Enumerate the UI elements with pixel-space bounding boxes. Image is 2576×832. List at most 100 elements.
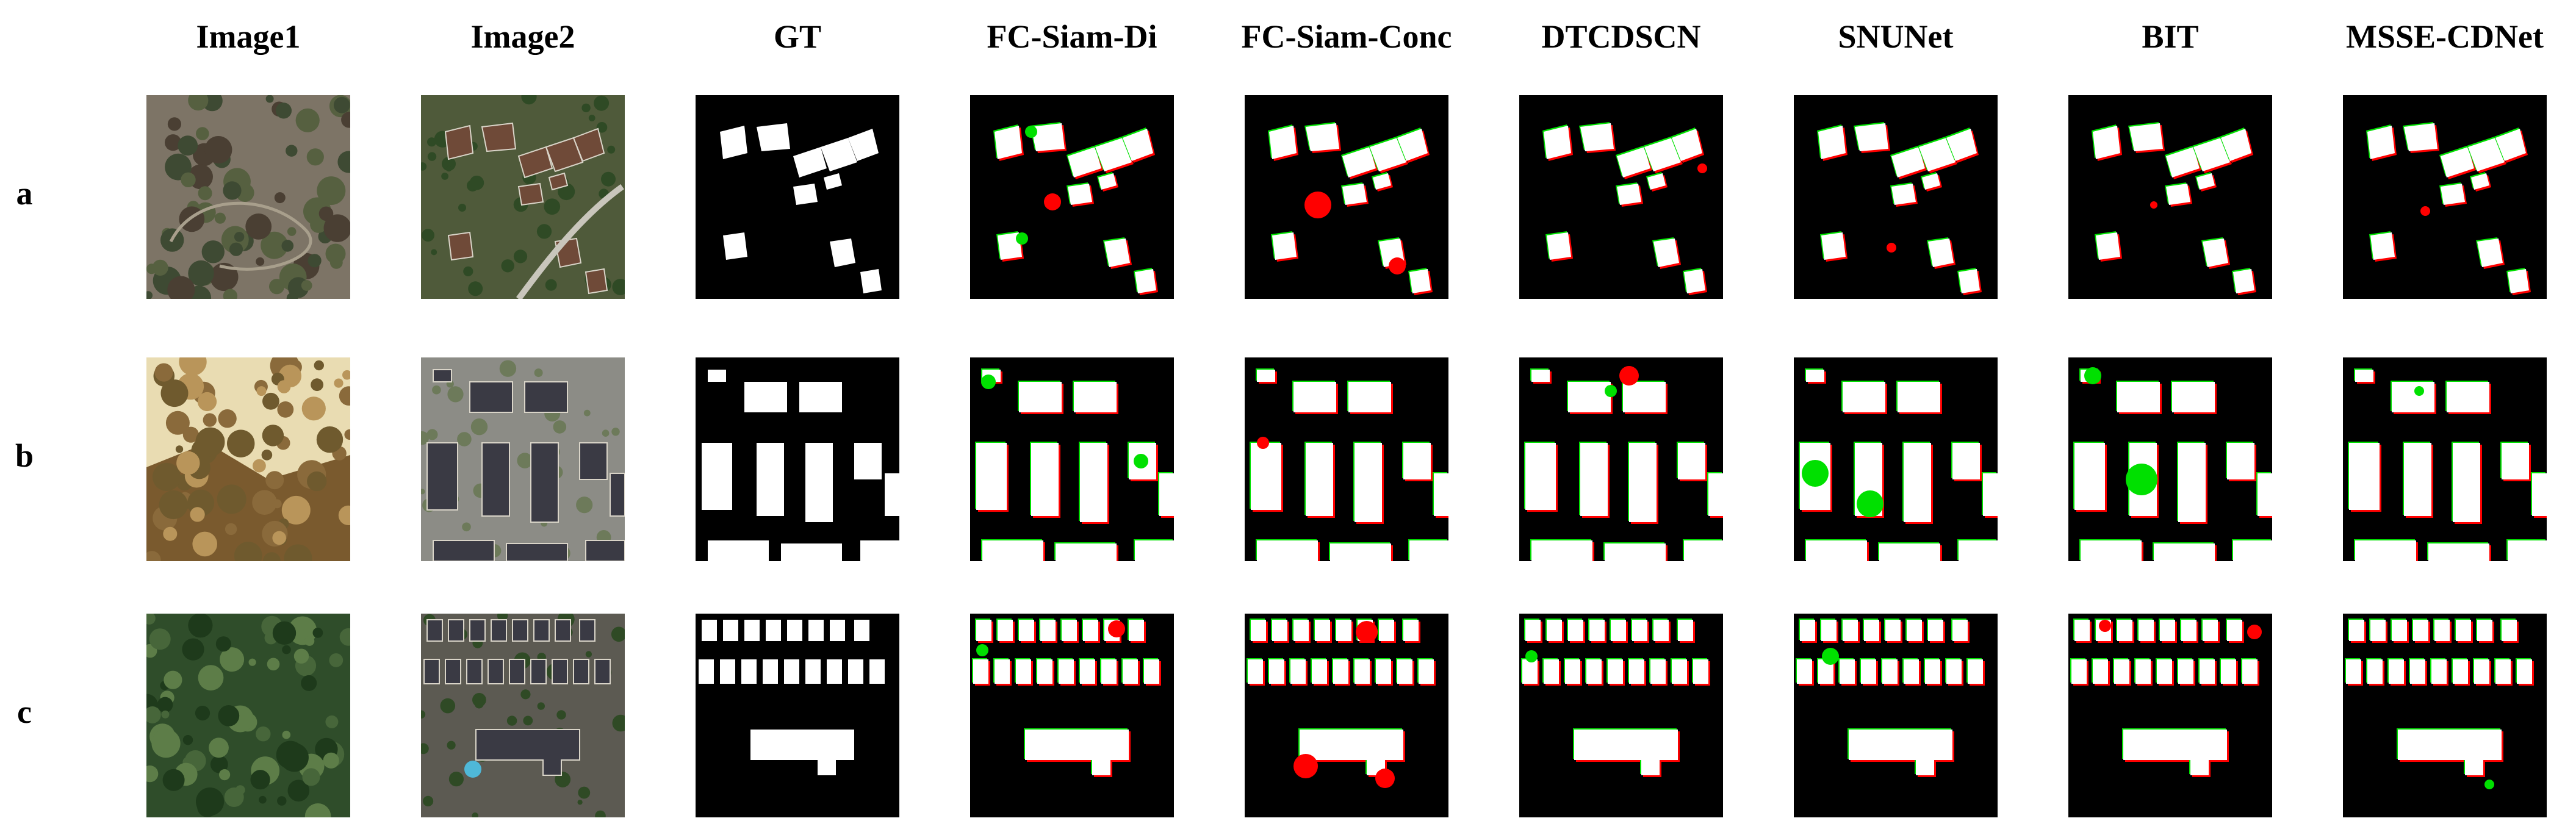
panel-b-fc-siam-di [970,357,1174,561]
tree-canopy [441,173,448,180]
photo-before-image [146,95,350,299]
panel-a-snunet [1794,95,1998,299]
rooftop [448,619,464,642]
rooftop [533,619,550,642]
true-positive-region [2367,659,2383,684]
true-positive-region [1891,147,1925,178]
true-positive-region [1672,129,1702,161]
vegetation-patch [151,729,181,758]
true-positive-region [1306,443,1333,516]
tree-canopy [457,432,472,446]
tree-canopy [506,715,517,726]
true-positive-region [2139,620,2154,641]
vegetation-patch [311,378,323,392]
vegetation-patch [274,192,286,204]
true-positive-region [2355,540,2416,561]
tree-canopy [501,259,514,273]
rooftop [475,729,580,776]
vegetation-patch [198,186,212,201]
vegetation-patch [146,765,159,783]
true-positive-region [2166,184,2190,205]
true-positive-region [1370,138,1406,171]
true-positive-region [1568,382,1611,412]
vegetation-patch [256,386,267,396]
vegetation-patch [339,386,350,406]
rooftop [517,182,544,206]
prediction-mask-image [1245,614,1448,817]
true-positive-region [1062,620,1077,641]
vegetation-patch [277,796,287,806]
panel-b-bit [2068,357,2272,561]
true-positive-region [1843,620,1858,641]
true-positive-region [1056,543,1117,561]
column-header-gt: GT [773,18,822,55]
true-positive-region [2203,238,2228,267]
true-positive-region [1409,269,1431,293]
true-positive-region [1531,370,1550,382]
ground-truth-mask-image [696,357,899,561]
true-positive-region [1348,382,1391,412]
rooftop [506,543,568,561]
road [516,184,624,299]
prediction-mask-image [2343,614,2547,817]
vegetation-patch [164,670,182,689]
true-positive-region [1919,138,1955,171]
tree-canopy [472,812,478,817]
vegetation-patch [262,552,281,561]
false-positive-blob [2150,201,2157,209]
vegetation-patch [281,495,311,525]
true-positive-region [1159,473,1174,516]
vegetation-patch [286,292,298,299]
vegetation-patch [159,490,188,520]
vegetation-patch [198,665,224,690]
vegetation-patch [214,212,226,224]
true-positive-region [1946,129,1977,161]
vegetation-patch [304,636,315,646]
vegetation-patch [248,658,256,666]
true-positive-region [1605,543,1666,561]
vegetation-patch [261,231,288,259]
vegetation-patch [329,653,344,667]
column-header-bit: BIT [2142,18,2199,55]
row-label-a: a [16,175,33,212]
rooftop [552,659,568,684]
tree-canopy [474,699,484,709]
tree-canopy [448,772,464,787]
true-positive-region [2441,147,2474,178]
vegetation-patch [337,151,350,173]
false-negative-blob [2484,780,2494,789]
rooftop [466,659,483,684]
rooftop [487,659,504,684]
vegetation-patch [286,145,298,157]
true-positive-region [1522,659,1538,684]
vegetation-patch [317,176,346,206]
true-positive-region [2471,173,2489,190]
ground-truth-region [757,443,784,516]
tree-canopy [534,368,543,378]
true-positive-region [998,232,1022,260]
tree-canopy [611,626,625,642]
true-positive-region [1952,620,1968,641]
panel-a-gt [696,95,899,299]
false-negative-blob [976,644,988,656]
true-positive-region [2477,620,2492,641]
true-positive-region [2135,659,2151,684]
vegetation-patch [167,276,195,299]
vegetation-patch [275,102,292,119]
true-positive-region [1849,730,1952,775]
true-positive-region [1647,173,1666,190]
rooftop [530,659,547,684]
true-positive-region [2392,382,2434,412]
true-positive-region [1611,620,1626,641]
tree-canopy [421,489,425,495]
swimming-pool [464,761,481,778]
true-positive-region [1650,659,1666,684]
true-positive-region [1672,659,1687,684]
photo-after-image [421,357,625,561]
true-positive-region [1629,443,1657,522]
true-positive-region [1342,147,1376,178]
tree-canopy [468,281,483,296]
tree-canopy [537,702,545,710]
true-positive-region [1083,620,1098,641]
vegetation-patch [161,710,170,719]
